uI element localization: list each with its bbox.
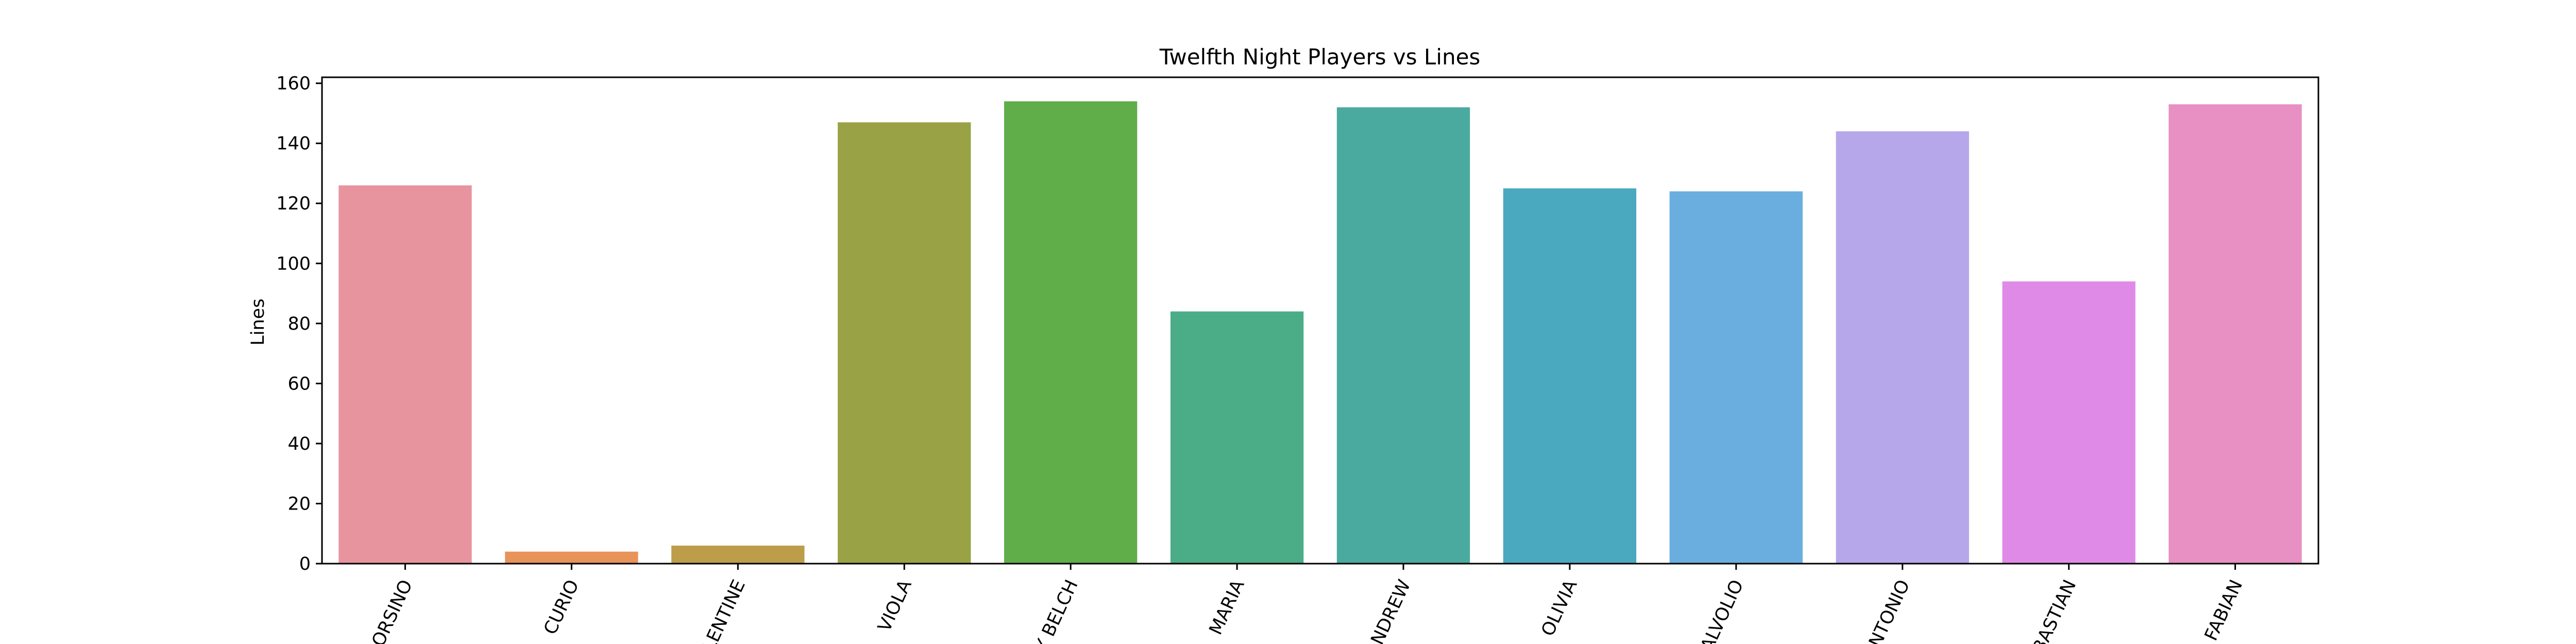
plot-frame [321,76,2319,565]
x-axis: ORSINO CURIO LENTINE VIOLA Y BELCH MARIA ANDRE… [368,564,2247,644]
y-tick-label: 120 [276,194,311,214]
y-tick-label: 0 [299,554,311,574]
bar-fabian [2168,104,2302,564]
bar-orsino [338,185,472,564]
bar-olivia [1503,188,1637,564]
x-tick-label-alvolio: ALVOLIO [1697,577,1748,644]
y-axis: 0 20 40 60 80 100 120 140 160 [276,74,322,574]
x-tick-label-curio: CURIO [540,577,583,638]
bar-lentine [671,546,805,564]
bar-curio [505,551,638,564]
y-tick-label: 100 [276,253,311,274]
y-tick-label: 80 [287,314,311,334]
y-tick-label: 60 [287,374,311,394]
y-axis-label: Lines [248,298,268,345]
bar-alvolio [1669,191,1803,564]
y-tick-label: 160 [276,74,311,94]
bar-bastian [2002,281,2136,564]
x-tick-label-orsino: ORSINO [368,577,417,644]
y-tick-label: 140 [276,133,311,154]
bar-viola [838,122,971,564]
bar-ntonio [1836,131,1969,564]
bar-andrew [1336,107,1470,564]
x-tick-label-bastian: BASTIAN [2029,577,2080,644]
y-tick-label: 40 [287,434,311,454]
bar-maria [1170,311,1304,564]
bar-y-belch [1004,101,1138,564]
x-tick-label-y-belch: Y BELCH [1031,577,1082,644]
x-tick-label-viola: VIOLA [874,577,916,635]
x-tick-label-lentine: LENTINE [699,577,750,644]
y-tick-label: 20 [287,494,311,514]
x-tick-label-fabian: FABIAN [2201,577,2247,643]
bars-group [338,101,2302,564]
x-tick-label-andrew: ANDREW [1362,577,1415,644]
x-tick-label-ntonio: NTONIO [1865,577,1914,644]
x-tick-label-olivia: OLIVIA [1537,577,1581,639]
x-tick-label-maria: MARIA [1206,577,1249,638]
chart-title: Twelfth Night Players vs Lines [1159,44,1481,70]
